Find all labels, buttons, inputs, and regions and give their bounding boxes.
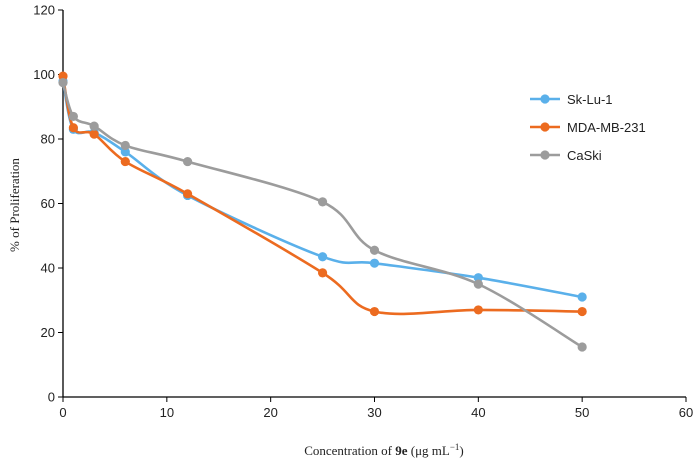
data-point <box>89 121 99 131</box>
legend-swatch-marker <box>540 122 550 132</box>
data-point <box>577 292 587 302</box>
data-point <box>58 71 68 81</box>
data-point <box>317 197 328 207</box>
data-point <box>120 140 130 151</box>
x-tick-label: 30 <box>367 405 381 420</box>
data-point <box>68 123 78 133</box>
series-caski <box>58 77 587 352</box>
x-tick-label: 60 <box>679 405 693 420</box>
data-point <box>369 245 380 255</box>
x-tick-label: 10 <box>160 405 174 420</box>
data-point <box>369 258 380 268</box>
data-point <box>577 342 587 352</box>
legend: Sk-Lu-1 MDA-MB-231 CaSki <box>530 92 646 163</box>
y-tick-label: 60 <box>41 196 55 211</box>
x-tick-label: 0 <box>59 405 66 420</box>
data-point <box>317 252 328 262</box>
data-point <box>68 111 78 122</box>
series-mda-mb-231 <box>58 71 587 317</box>
y-tick-label: 80 <box>41 132 55 147</box>
series-line-mda-mb-231 <box>61 75 583 316</box>
data-point <box>473 279 483 289</box>
y-axis-title: % of Proliferation <box>7 158 22 252</box>
series-sk-lu-1 <box>58 76 587 302</box>
y-tick-label: 0 <box>48 390 55 405</box>
data-point <box>58 77 68 88</box>
data-point <box>317 268 328 278</box>
series-layer <box>58 71 587 352</box>
legend-label: Sk-Lu-1 <box>567 92 613 107</box>
x-tick-label: 40 <box>471 405 485 420</box>
x-axis-title: Concentration of 9e (μg mL−1) <box>304 442 464 458</box>
x-tick-label: 50 <box>575 405 589 420</box>
series-line-caski <box>61 82 583 349</box>
legend-item-sk-lu-1: Sk-Lu-1 <box>530 92 613 107</box>
legend-item-mda-mb-231: MDA-MB-231 <box>530 120 646 135</box>
data-point <box>183 189 193 199</box>
axes: 0 20 40 60 80 100 120 0 10 20 30 40 50 60 <box>33 3 693 421</box>
data-point <box>473 305 483 315</box>
y-tick-label: 100 <box>33 67 55 82</box>
legend-item-caski: CaSki <box>530 148 602 163</box>
data-point <box>473 273 483 283</box>
x-tick-label: 20 <box>263 405 277 420</box>
data-point <box>89 129 99 139</box>
legend-swatch-marker <box>540 94 550 104</box>
y-tick-label: 40 <box>41 261 55 276</box>
y-tick-label: 120 <box>33 3 55 18</box>
series-line-sk-lu-1 <box>61 80 583 299</box>
y-tick-label: 20 <box>41 325 55 340</box>
data-point <box>183 156 193 167</box>
data-point <box>577 306 587 317</box>
legend-swatch-marker <box>540 150 550 160</box>
data-point <box>369 306 380 317</box>
legend-label: CaSki <box>567 148 602 163</box>
data-point <box>120 156 130 167</box>
data-point <box>120 147 130 157</box>
legend-label: MDA-MB-231 <box>567 120 646 135</box>
